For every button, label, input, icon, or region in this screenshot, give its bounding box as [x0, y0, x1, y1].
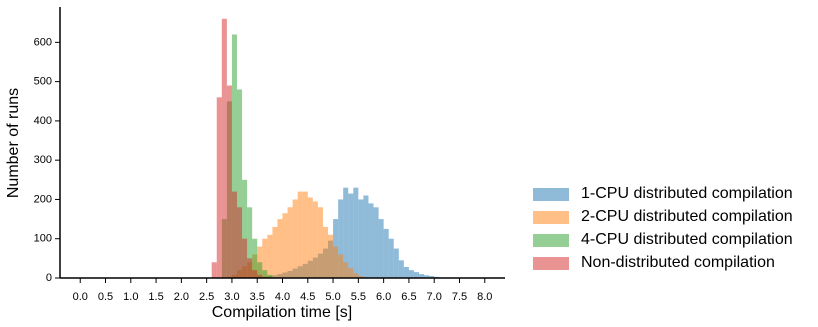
- histogram-bar: [287, 207, 293, 278]
- y-tick-label: 100: [34, 233, 52, 245]
- y-tick-label: 500: [34, 76, 52, 88]
- histogram-bar: [307, 197, 313, 278]
- histogram-bar: [373, 207, 379, 278]
- histogram-bar: [429, 276, 435, 278]
- legend-label: 1-CPU distributed compilation: [581, 185, 793, 202]
- histogram-bar: [272, 226, 278, 278]
- histogram-bar: [292, 199, 298, 278]
- histogram-bar: [343, 262, 349, 278]
- histogram-bar: [267, 274, 273, 278]
- legend-swatch: [533, 234, 569, 247]
- histogram-bar: [368, 203, 374, 278]
- histogram-bar: [348, 193, 354, 278]
- histogram-bar: [424, 275, 430, 278]
- legend-swatch: [533, 257, 569, 270]
- legend-swatch: [533, 188, 569, 201]
- x-tick-label: 5.5: [351, 291, 366, 303]
- x-tick-label: 0.5: [98, 291, 113, 303]
- histogram-bar: [378, 219, 384, 278]
- histogram-bar: [221, 18, 227, 279]
- histogram-bar: [408, 270, 414, 278]
- histogram-bar: [231, 191, 237, 278]
- x-tick-label: 1.5: [148, 291, 163, 303]
- y-axis-label: Number of runs: [5, 88, 22, 198]
- histogram-bar: [247, 207, 253, 278]
- legend-label: 2-CPU distributed compilation: [581, 208, 793, 225]
- histogram-bar: [267, 234, 273, 278]
- histogram-bar: [343, 187, 349, 278]
- histogram-bar: [312, 201, 318, 278]
- histogram-bar: [328, 234, 334, 278]
- histogram-bar: [297, 191, 303, 278]
- histogram-bar: [358, 199, 364, 278]
- x-tick-label: 6.5: [401, 291, 416, 303]
- x-tick-label: 3.0: [224, 291, 239, 303]
- histogram-bar: [277, 219, 283, 278]
- histogram-bar: [262, 238, 268, 278]
- histogram-bar: [393, 248, 399, 278]
- histogram-bar: [226, 85, 232, 279]
- x-tick-label: 6.0: [376, 291, 391, 303]
- y-tick-label: 200: [34, 193, 52, 205]
- histogram-bar: [282, 213, 288, 278]
- histogram-bar: [353, 273, 359, 278]
- histogram-bar: [419, 274, 425, 278]
- histogram-bar: [242, 179, 248, 278]
- histogram-bar: [338, 254, 344, 278]
- x-axis-label: Compilation time [s]: [212, 304, 353, 321]
- histogram-bar: [388, 238, 394, 278]
- histogram-bar: [247, 258, 253, 278]
- histogram-bar: [252, 238, 258, 278]
- x-tick-label: 2.5: [199, 291, 214, 303]
- legend-swatch: [533, 211, 569, 224]
- x-tick-label: 2.0: [174, 291, 189, 303]
- y-tick-label: 400: [34, 115, 52, 127]
- histogram-bar: [302, 191, 308, 278]
- histogram-bar: [236, 207, 243, 278]
- x-tick-label: 1.0: [123, 291, 138, 303]
- y-tick-label: 600: [34, 36, 52, 48]
- legend-label: 4-CPU distributed compilation: [581, 231, 793, 248]
- histogram-bar: [257, 274, 263, 278]
- x-tick-label: 3.5: [250, 291, 265, 303]
- histogram-bar: [403, 267, 409, 278]
- histogram-bar: [262, 270, 268, 278]
- histogram-bar: [322, 226, 329, 278]
- histogram-bar: [236, 89, 243, 278]
- x-tick-label: 0.0: [73, 291, 88, 303]
- histogram-bar: [363, 195, 369, 278]
- histogram-bar: [353, 187, 359, 278]
- histogram-bar: [231, 34, 237, 278]
- legend-label: Non-distributed compilation: [581, 254, 775, 271]
- x-tick-label: 4.0: [275, 291, 290, 303]
- x-tick-label: 5.0: [325, 291, 340, 303]
- histogram-bar: [242, 238, 248, 278]
- x-tick-label: 4.5: [300, 291, 315, 303]
- histogram-bar: [398, 260, 404, 278]
- y-tick-label: 0: [46, 272, 52, 284]
- histogram-bar: [338, 199, 344, 278]
- histogram-bar: [252, 270, 258, 278]
- histogram-bar: [317, 207, 323, 278]
- x-tick-label: 7.0: [427, 291, 442, 303]
- x-tick-label: 7.5: [452, 291, 467, 303]
- y-tick-label: 300: [34, 154, 52, 166]
- histogram-bar: [348, 268, 354, 278]
- histogram-bar: [358, 276, 364, 278]
- histogram-bar: [211, 262, 217, 278]
- histogram-bar: [383, 228, 389, 278]
- histogram-bar: [216, 97, 222, 278]
- histogram-bar: [333, 246, 339, 278]
- histogram-bar: [413, 272, 420, 278]
- histogram-bar: [257, 262, 263, 278]
- x-tick-label: 8.0: [477, 291, 492, 303]
